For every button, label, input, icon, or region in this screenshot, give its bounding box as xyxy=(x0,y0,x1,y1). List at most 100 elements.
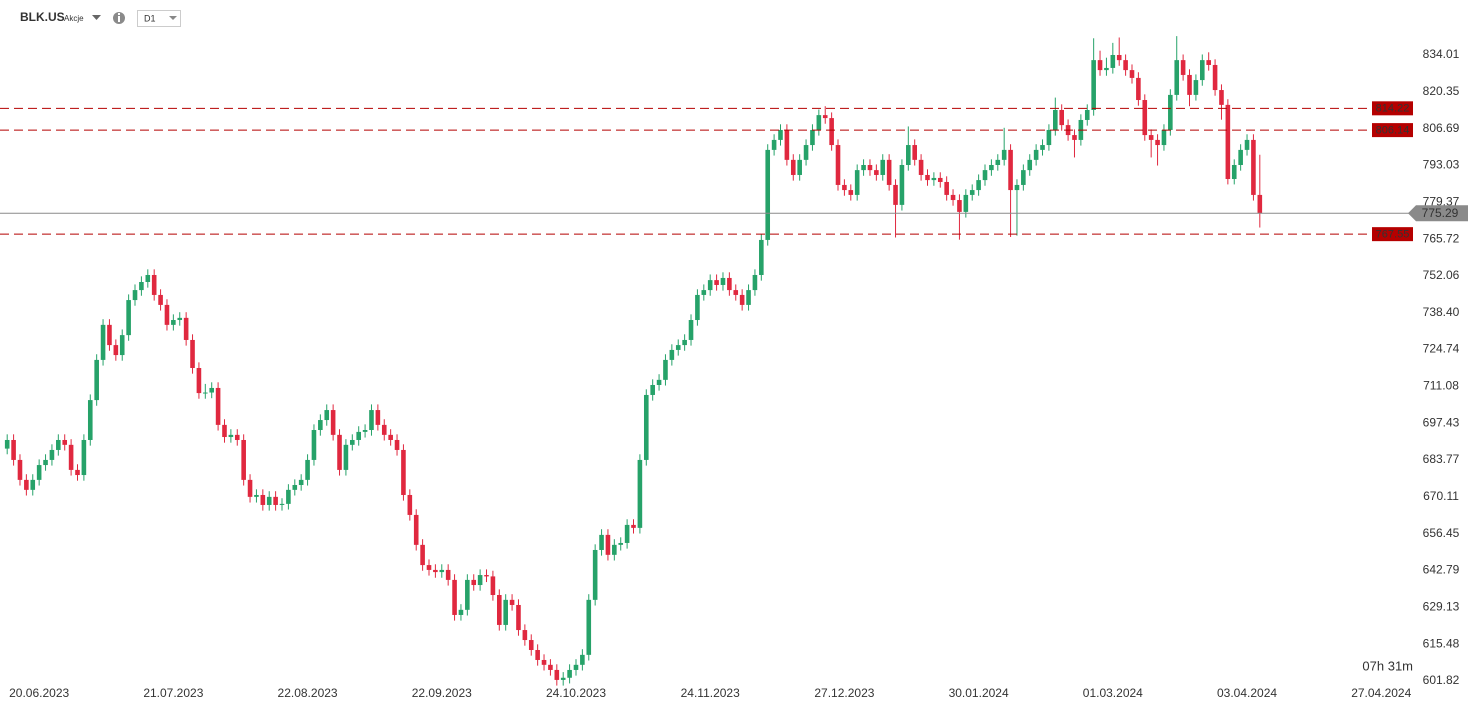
candle-body xyxy=(573,664,579,670)
candle-body xyxy=(234,434,240,440)
candle-body xyxy=(1097,60,1103,71)
candle-body xyxy=(1110,54,1116,68)
candle-body xyxy=(151,274,157,295)
candle-body xyxy=(196,368,202,394)
candle-body xyxy=(631,524,636,528)
candle-body xyxy=(509,599,515,605)
candle-body xyxy=(407,494,413,515)
candle-body xyxy=(522,630,528,641)
candle-body xyxy=(394,439,400,450)
candle-body xyxy=(164,304,170,325)
x-tick-label: 22.08.2023 xyxy=(278,686,338,700)
candle-body xyxy=(1225,104,1231,180)
candle-body xyxy=(1123,60,1128,71)
symbol[interactable]: BLK.US xyxy=(20,10,65,24)
y-tick-label: 629.13 xyxy=(1423,599,1460,613)
candle-body xyxy=(330,410,336,435)
candle-body xyxy=(656,379,662,385)
candle-body xyxy=(490,576,496,596)
candle-body xyxy=(1136,77,1141,101)
candle-body xyxy=(1046,129,1052,146)
candle-body xyxy=(1199,60,1205,81)
candle-body xyxy=(739,294,745,305)
candle-body xyxy=(605,534,611,555)
candle-body xyxy=(350,439,355,445)
x-tick-label: 01.03.2024 xyxy=(1083,686,1143,700)
candle-body xyxy=(528,640,534,651)
candle-body xyxy=(381,424,387,435)
candle-body xyxy=(995,159,1001,165)
level-tag xyxy=(1372,123,1413,138)
candle-body xyxy=(650,384,655,395)
candle-body xyxy=(279,503,285,505)
candle-body xyxy=(286,489,291,504)
candle-body xyxy=(43,459,48,466)
last-price-label: 775.29 xyxy=(1422,206,1459,220)
candle-body xyxy=(1193,80,1199,95)
candle-body xyxy=(305,459,310,480)
candle-body xyxy=(714,280,719,285)
level-tag xyxy=(1372,227,1413,242)
candle-body xyxy=(560,677,566,680)
interval-select[interactable] xyxy=(137,10,181,27)
candle-body xyxy=(790,159,796,175)
candle-body xyxy=(835,145,841,185)
y-tick-label: 752.06 xyxy=(1423,268,1460,282)
countdown: 07h 31m xyxy=(1362,658,1413,673)
x-tick-label: 03.04.2024 xyxy=(1217,686,1277,700)
y-tick-label: 711.08 xyxy=(1423,379,1459,393)
candle-body xyxy=(1021,170,1026,185)
candle-body xyxy=(688,320,694,340)
candle-body xyxy=(68,444,74,470)
candle-body xyxy=(1104,67,1109,71)
candle-body xyxy=(433,569,438,573)
candle-body xyxy=(822,115,828,119)
y-tick-label: 601.82 xyxy=(1423,673,1460,687)
candle-body xyxy=(1219,90,1224,105)
candle-body xyxy=(145,274,151,282)
candle-body xyxy=(989,164,994,171)
candle-body xyxy=(1059,109,1064,126)
plot-area: 834.01 820.35 806.69 793.03 779.37 765.72 752.… xyxy=(0,36,1468,700)
candle-body xyxy=(752,274,758,291)
candle-body xyxy=(925,174,930,181)
candle-body xyxy=(401,449,406,495)
candle-body xyxy=(682,339,687,346)
candle-body xyxy=(337,434,342,470)
candle-body xyxy=(931,177,937,181)
candle-body xyxy=(465,579,470,610)
candle-body xyxy=(503,599,508,625)
candle-body xyxy=(535,650,540,660)
candle-body xyxy=(816,115,822,130)
x-tick-label: 22.09.2023 xyxy=(412,686,472,700)
candle-body xyxy=(906,145,911,165)
y-tick-label: 738.40 xyxy=(1423,305,1460,319)
candle-body xyxy=(119,335,125,356)
candle-body xyxy=(87,400,93,440)
candle-body xyxy=(803,145,809,160)
candle-body xyxy=(548,664,553,670)
candle-body xyxy=(266,496,272,505)
candle-body xyxy=(24,479,29,490)
candle-body xyxy=(854,170,860,195)
candle-body xyxy=(957,200,962,212)
candle-body xyxy=(969,190,975,195)
candle-body xyxy=(733,290,739,295)
candle-body xyxy=(471,579,477,586)
candle-body xyxy=(643,394,649,460)
candle-body xyxy=(893,184,898,205)
candle-body xyxy=(982,170,988,181)
symbol-dropdown[interactable] xyxy=(92,15,101,20)
candle-body xyxy=(963,194,969,212)
candle-body xyxy=(171,320,176,325)
candle-body xyxy=(1091,60,1096,110)
candle-body xyxy=(1001,149,1007,160)
candle-body xyxy=(49,449,55,460)
candle-body xyxy=(1238,149,1243,165)
x-tick-label: 30.01.2024 xyxy=(949,686,1009,700)
candle-body xyxy=(675,345,681,350)
candle-body xyxy=(62,439,68,445)
candle-body xyxy=(778,129,783,140)
candle-body xyxy=(1212,64,1218,91)
candle-body xyxy=(222,424,227,438)
